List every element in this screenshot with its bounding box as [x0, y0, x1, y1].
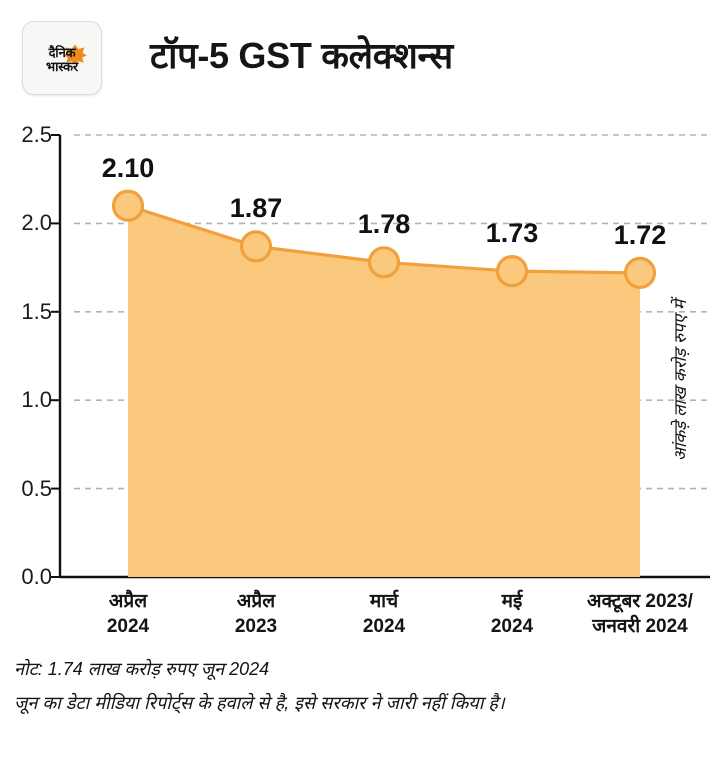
y-axis-tick-labels: 0.0 0.5 1.0 1.5 2.0 2.5 — [0, 0, 52, 763]
footnote-note: नोट: 1.74 लाख करोड़ रुपए जून 2024 — [14, 659, 270, 679]
y-axis-label: आंकड़े लाख करोड़ रुपए में — [671, 300, 690, 462]
footnote-block: नोट: 1.74 लाख करोड़ रुपए जून 2024 जून का… — [14, 660, 714, 712]
axis-lines — [58, 135, 710, 579]
gridlines — [74, 134, 710, 490]
x-tick-label: अप्रैल 2024 — [107, 589, 149, 639]
chart-header: दैनिक भास्कर टॉप-5 GST कलेक्शन्स — [0, 0, 720, 118]
y-tick-label: 1.0 — [21, 387, 52, 413]
x-tick-label-line: अप्रैल — [236, 591, 276, 612]
logo-text-line1: दैनिक — [48, 45, 76, 61]
x-tick-label-line: अक्टूबर 2023/ — [587, 591, 693, 612]
x-tick-label-line: 2023 — [234, 616, 278, 638]
data-value-label: 1.73 — [485, 218, 539, 249]
axis-ticks — [51, 134, 60, 578]
data-point-marker — [111, 189, 145, 222]
data-value-label: 1.87 — [229, 193, 283, 224]
data-point-marker — [367, 246, 401, 279]
x-tick-label-line: मई — [501, 591, 523, 612]
x-tick-label: मार्च 2024 — [363, 589, 405, 639]
dainik-bhaskar-logo: दैनिक भास्कर — [22, 21, 102, 95]
area-fill — [128, 205, 640, 577]
y-tick-label: 0.0 — [21, 564, 52, 589]
x-tick-label-line: 2024 — [490, 616, 534, 638]
x-tick-label-line: 2024 — [362, 616, 406, 638]
data-point-marker — [495, 255, 529, 288]
footnote-source: जून का डेटा मीडिया रिपोर्ट्स के हवाले से… — [14, 693, 505, 713]
data-value-label: 1.78 — [357, 209, 411, 240]
x-tick-label: मई 2024 — [491, 589, 533, 639]
logo-text-line2: भास्कर — [45, 58, 79, 74]
x-tick-label-line: जनवरी 2024 — [592, 616, 688, 638]
data-point-marker — [623, 256, 657, 290]
x-tick-label: अप्रैल 2023 — [235, 589, 277, 639]
y-tick-label: 2.0 — [21, 210, 52, 236]
data-value-label: 2.10 — [101, 152, 155, 183]
data-value-label: 1.72 — [613, 219, 667, 250]
x-tick-label-line: मार्च — [369, 591, 399, 612]
data-point-marker — [239, 230, 273, 263]
y-tick-label: 2.5 — [21, 122, 52, 147]
y-tick-label: 1.5 — [21, 298, 52, 324]
y-tick-label: 0.5 — [21, 475, 52, 501]
x-tick-label-line: अप्रैल — [108, 591, 148, 612]
page-title: टॉप-5 GST कलेक्शन्स — [150, 35, 453, 76]
x-tick-label: अक्टूबर 2023/जनवरी 2024 — [587, 589, 693, 639]
x-tick-label-line: 2024 — [106, 616, 150, 638]
